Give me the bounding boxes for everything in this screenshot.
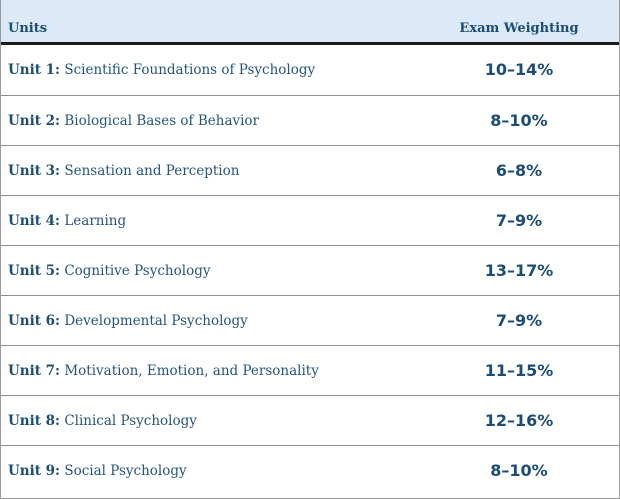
weighting-cell: 7–9% [495,211,543,230]
weighting-cell: 6–8% [495,161,543,180]
unit-title: Social Psychology [64,463,187,479]
unit-cell: Unit 5: Cognitive Psychology [8,263,210,279]
unit-number: Unit 2: [8,113,61,129]
exam-weighting-column-header: Exam Weighting [459,21,579,36]
weighting-cell: 13–17% [484,261,554,280]
unit-title: Biological Bases of Behavior [64,113,260,129]
unit-number: Unit 3: [8,163,61,179]
table-row: Unit 1: Scientific Foundations of Psycho… [1,45,619,95]
unit-title: Learning [64,213,127,229]
unit-number: Unit 8: [8,413,61,429]
unit-number: Unit 9: [8,463,61,479]
unit-cell: Unit 6: Developmental Psychology [8,313,248,329]
unit-cell: Unit 2: Biological Bases of Behavior [8,113,259,129]
weighting-cell: 8–10% [490,461,548,480]
unit-cell: Unit 3: Sensation and Perception [8,163,239,179]
weighting-cell: 7–9% [495,311,543,330]
unit-title: Cognitive Psychology [64,263,211,279]
table-row: Unit 9: Social Psychology 8–10% [1,445,619,495]
unit-title: Scientific Foundations of Psychology [64,62,316,78]
weighting-cell: 10–14% [484,60,554,79]
unit-title: Motivation, Emotion, and Personality [64,363,319,379]
unit-cell: Unit 8: Clinical Psychology [8,413,197,429]
unit-number: Unit 5: [8,263,61,279]
unit-cell: Unit 4: Learning [8,213,126,229]
table-row: Unit 4: Learning 7–9% [1,195,619,245]
unit-number: Unit 6: [8,313,61,329]
unit-cell: Unit 9: Social Psychology [8,463,187,479]
unit-number: Unit 4: [8,213,61,229]
weighting-cell: 11–15% [484,361,554,380]
units-column-header: Units [8,21,48,36]
table-header: Units Exam Weighting [1,0,619,45]
table-row: Unit 6: Developmental Psychology 7–9% [1,295,619,345]
unit-cell: Unit 1: Scientific Foundations of Psycho… [8,62,315,78]
unit-title: Developmental Psychology [64,313,248,329]
table-row: Unit 7: Motivation, Emotion, and Persona… [1,345,619,395]
unit-title: Sensation and Perception [64,163,240,179]
weighting-cell: 8–10% [490,111,548,130]
unit-cell: Unit 7: Motivation, Emotion, and Persona… [8,363,319,379]
unit-number: Unit 1: [8,62,61,78]
table-row: Unit 8: Clinical Psychology 12–16% [1,395,619,445]
table-row: Unit 2: Biological Bases of Behavior 8–1… [1,95,619,145]
weighting-cell: 12–16% [484,411,554,430]
unit-number: Unit 7: [8,363,61,379]
table-row: Unit 3: Sensation and Perception 6–8% [1,145,619,195]
unit-title: Clinical Psychology [64,413,197,429]
table-row: Unit 5: Cognitive Psychology 13–17% [1,245,619,295]
